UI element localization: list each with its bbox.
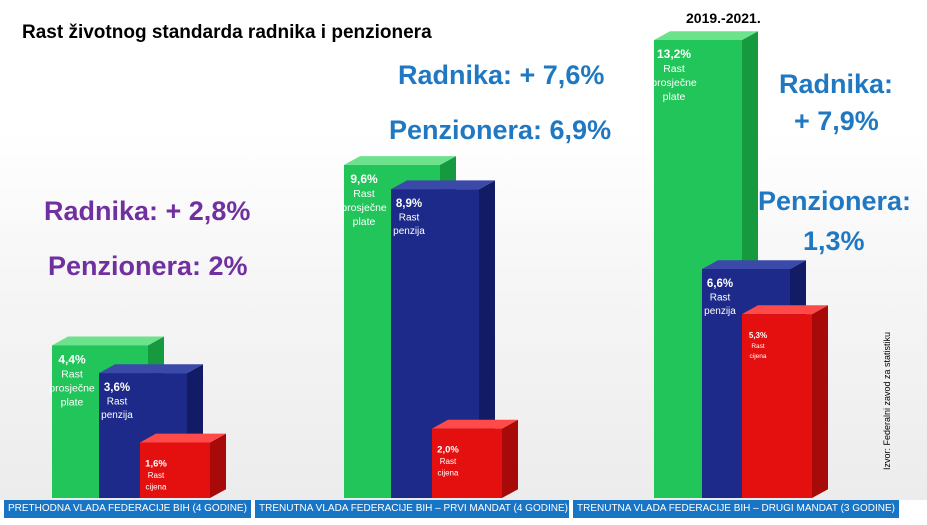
bar-g1-2-series-label-2: penzija (101, 410, 133, 421)
bar-g2-1-series-label-3: plate (353, 216, 376, 228)
bar-g2-2-value-label: 8,9% (396, 198, 422, 210)
group3-pensioners-summary-line2: 1,3% (803, 226, 865, 256)
bar-g2-2-side (479, 180, 495, 498)
bar-g2-1-series-label-1: Rast (353, 188, 375, 200)
bar-g2-3 (432, 428, 502, 498)
bar-g3-3-top (742, 305, 828, 315)
bar-g1-1-series-label-3: plate (61, 396, 84, 408)
bar-g3-1-top (654, 31, 758, 40)
source-note: Izvor: Federalni zavod za statistiku (882, 331, 892, 470)
bar-g1-3-series-label-1: Rast (148, 471, 165, 480)
bar-g3-3-series-label-1: Rast (751, 343, 765, 350)
bar-g2-1-value-label: 9,6% (350, 172, 378, 186)
bar-g3-3 (742, 314, 812, 498)
bar-g2-3-top (432, 419, 518, 429)
bar-g3-1-series-label-1: Rast (663, 63, 685, 75)
bar-g2-3-series-label-2: cijena (438, 469, 459, 478)
group1-pensioners-summary: Penzionera: 2% (48, 251, 248, 281)
bar-g3-3-value-label: 5,3% (749, 331, 767, 340)
group3-pensioners-summary-line1: Penzionera: (758, 186, 912, 216)
bar-g2-3-series-label-1: Rast (440, 457, 457, 466)
group3-workers-summary-line1: Radnika: (779, 69, 894, 99)
bar-g2-2-series-label-2: penzija (393, 226, 425, 237)
bar-g2-1-top (344, 156, 456, 165)
group1-footer-label: PRETHODNA VLADA FEDERACIJE BIH (4 GODINE… (4, 500, 251, 518)
bar-g3-1-series-label-3: plate (663, 91, 686, 103)
bar-g2-1-series-label-2: prosječne (341, 202, 387, 214)
bar-g3-2-value-label: 6,6% (707, 278, 733, 290)
bar-g3-2-top (702, 260, 806, 269)
group3-workers-summary-line2: + 7,9% (794, 106, 879, 136)
bar-g3-2-series-label-1: Rast (710, 293, 731, 304)
bar-g3-1-series-label-2: prosječne (651, 77, 697, 89)
bar-g1-1-top (52, 336, 164, 346)
bar-g1-1-value-label: 4,4% (58, 352, 86, 366)
bar-g1-3-top (140, 433, 226, 443)
group2-pensioners-summary: Penzionera: 6,9% (389, 115, 612, 145)
bar-g2-3-side (502, 419, 518, 498)
bar-g3-3-series-label-2: cijena (750, 353, 767, 360)
bar-g1-2-series-label-1: Rast (107, 397, 128, 408)
bar-g1-3 (140, 442, 210, 498)
bar-g1-3-side (210, 433, 226, 498)
bar-g2-2-top (391, 180, 495, 190)
bar-g1-3-series-label-2: cijena (146, 482, 167, 491)
bar-g3-3-side (812, 305, 828, 498)
period-label: 2019.-2021. (686, 10, 761, 26)
bar-g2-3-value-label: 2,0% (437, 445, 459, 456)
bar-g3-1-value-label: 13,2% (657, 47, 691, 61)
bar-g1-1-series-label-1: Rast (61, 368, 83, 380)
group2-workers-summary: Radnika: + 7,6% (398, 60, 605, 90)
bar-g1-3-value-label: 1,6% (145, 458, 167, 469)
bar-g2-2-series-label-1: Rast (399, 213, 420, 224)
group2-footer-label: TRENUTNA VLADA FEDERACIJE BIH – PRVI MAN… (255, 500, 569, 518)
bar-g1-2-top (99, 364, 203, 374)
group1-workers-summary: Radnika: + 2,8% (44, 196, 251, 226)
bar-g1-2-value-label: 3,6% (104, 382, 130, 394)
chart-title: Rast životnog standarda radnika i penzio… (22, 22, 432, 43)
bar-g1-1-series-label-2: prosječne (49, 382, 95, 394)
bar-g3-2-series-label-2: penzija (704, 306, 736, 317)
group3-footer-label: TRENUTNA VLADA FEDERACIJE BIH – DRUGI MA… (573, 500, 899, 518)
